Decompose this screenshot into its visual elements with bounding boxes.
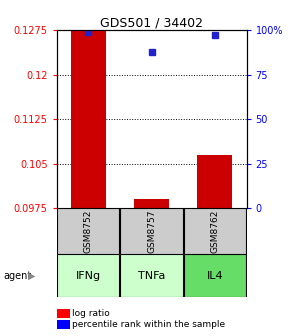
- Text: percentile rank within the sample: percentile rank within the sample: [72, 320, 226, 329]
- Bar: [134, 200, 169, 208]
- Bar: [57, 208, 119, 254]
- Text: IL4: IL4: [206, 270, 223, 281]
- Text: GSM8757: GSM8757: [147, 209, 156, 253]
- Title: GDS501 / 34402: GDS501 / 34402: [100, 16, 203, 29]
- Bar: [197, 155, 232, 208]
- Bar: [121, 208, 182, 254]
- Text: TNFa: TNFa: [138, 270, 165, 281]
- Text: agent: agent: [3, 270, 31, 281]
- Text: IFNg: IFNg: [76, 270, 101, 281]
- Bar: [71, 30, 106, 208]
- Text: log ratio: log ratio: [72, 309, 110, 318]
- Bar: [184, 254, 246, 297]
- Text: GSM8762: GSM8762: [210, 209, 219, 253]
- Bar: [57, 254, 119, 297]
- Bar: [184, 208, 246, 254]
- Text: GSM8752: GSM8752: [84, 209, 93, 253]
- Bar: [121, 254, 182, 297]
- Text: ▶: ▶: [28, 270, 35, 281]
